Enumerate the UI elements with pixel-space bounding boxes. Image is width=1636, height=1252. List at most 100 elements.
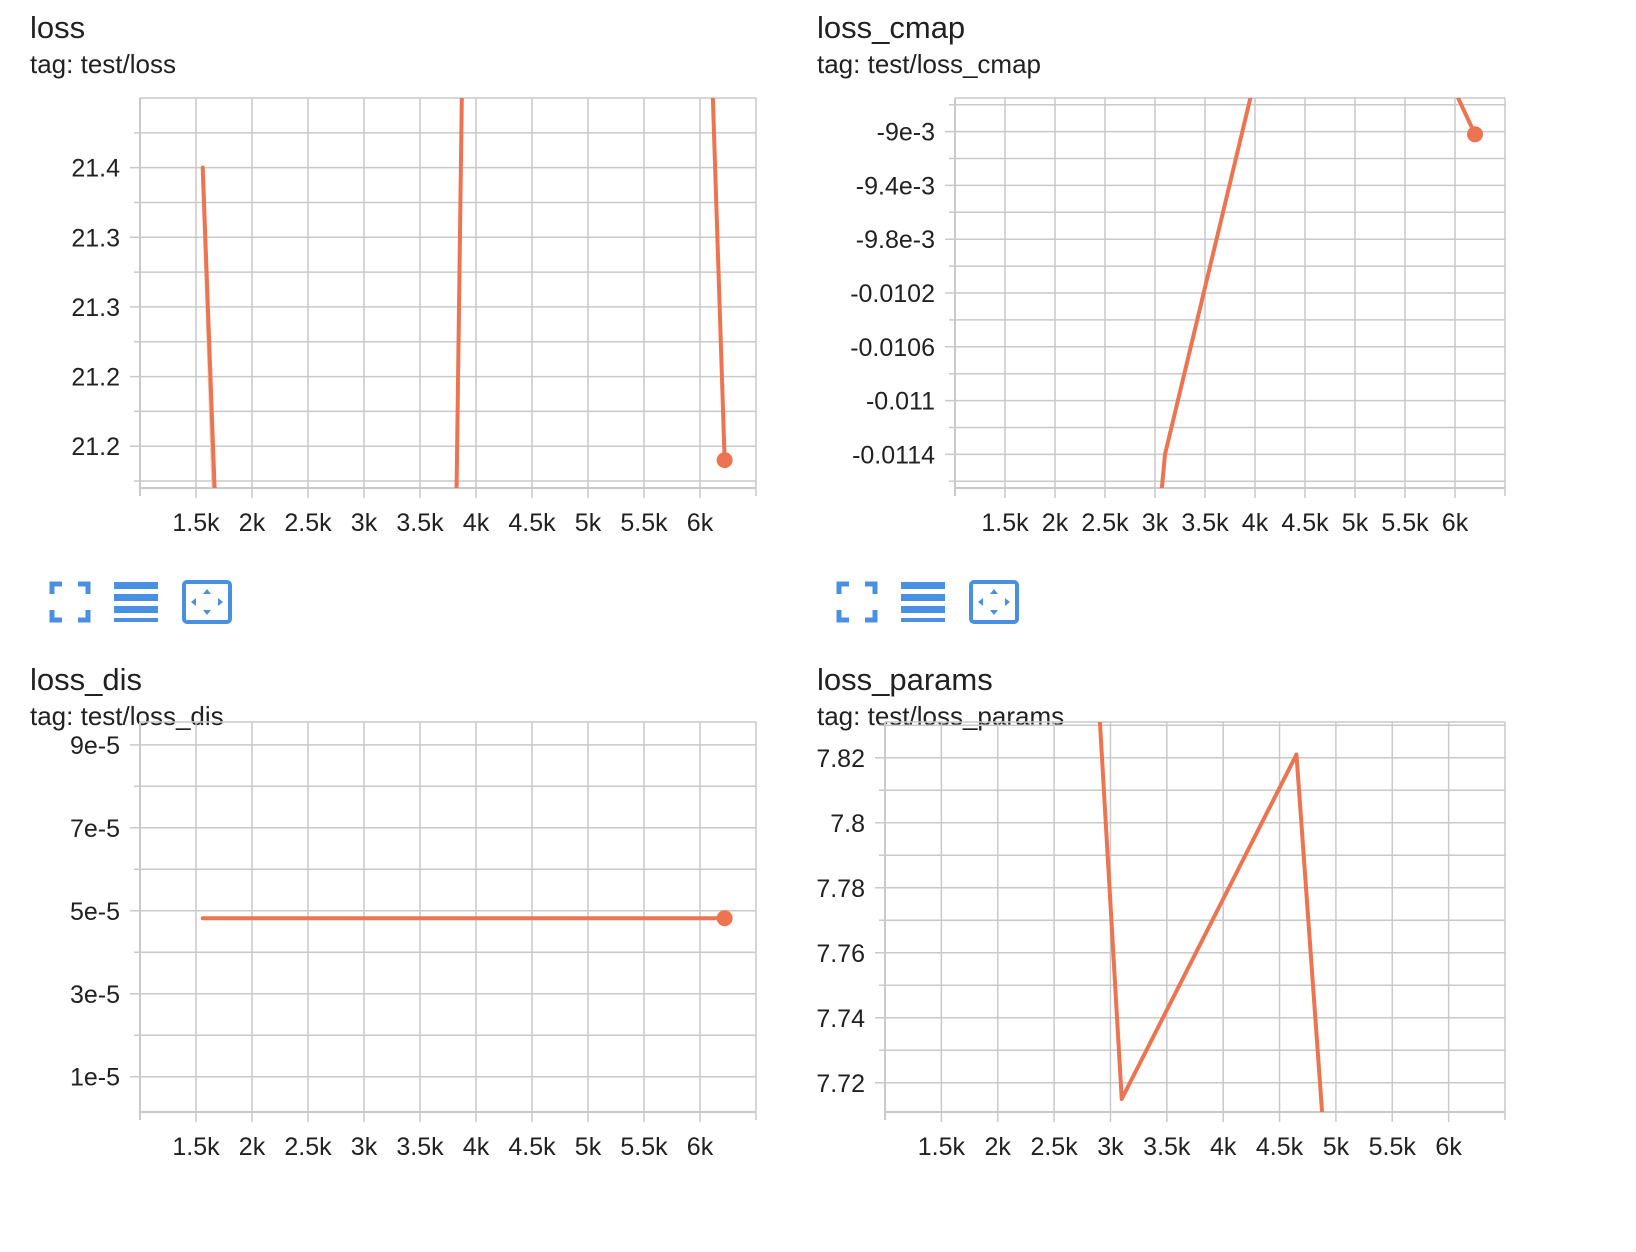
fullscreen-button[interactable] — [835, 580, 879, 624]
x-tick-label: 5k — [575, 509, 602, 537]
chart-card-loss-params: loss_params tag: test/loss_params 1.5k 2k… — [816, 652, 1607, 1252]
x-tick-label: 3k — [1097, 1133, 1124, 1161]
y-tick-label: -9.8e-3 — [856, 226, 935, 254]
y-tick-label: 21.3 — [71, 294, 120, 322]
x-tick-label: 3k — [351, 509, 378, 537]
y-tick-label: 3e-5 — [70, 981, 120, 1009]
last-point-marker — [716, 452, 733, 469]
card-title: loss_params — [817, 662, 993, 697]
x-tick-label: 5k — [1342, 509, 1369, 537]
x-tick-label: 2.5k — [284, 1133, 332, 1161]
y-tick-label: 21.2 — [71, 364, 120, 392]
x-tick-label: 1.5k — [172, 1133, 220, 1161]
fit-domain-icon — [182, 580, 232, 624]
plot-area — [200, 98, 727, 488]
card-title: loss_cmap — [817, 10, 966, 45]
y-tick-label: 7.78 — [816, 875, 865, 903]
series-line — [1159, 98, 1253, 488]
x-tick-label: 6k — [1442, 509, 1469, 537]
x-tick-label: 3.5k — [1181, 509, 1229, 537]
y-tick-label: -0.0114 — [852, 441, 935, 469]
fullscreen-icon — [49, 581, 91, 623]
series-line — [200, 165, 217, 488]
data-table-icon — [114, 582, 158, 622]
x-tick-label: 5k — [575, 1133, 602, 1161]
last-point-marker — [716, 910, 733, 927]
y-tick-label: 21.2 — [71, 433, 120, 461]
x-tick-label: 2.5k — [1081, 509, 1129, 537]
x-tick-label: 2k — [1042, 509, 1069, 537]
plot-area — [1159, 98, 1477, 488]
chart-loss: 1.5k 2k 2.5k 3k 3.5k 4k 4.5k 5k 5.5k 6k 21.2 21.2 21… — [71, 97, 757, 537]
data-table-button[interactable] — [114, 580, 158, 624]
x-tick-label: 4.5k — [508, 1133, 556, 1161]
series-line — [1097, 722, 1325, 1112]
card-tag: tag: test/loss_dis — [30, 701, 224, 731]
y-tick-label: 1e-5 — [70, 1064, 120, 1092]
x-tick-label: 3.5k — [1143, 1133, 1191, 1161]
fullscreen-button[interactable] — [48, 580, 92, 624]
x-tick-label: 4.5k — [1256, 1133, 1304, 1161]
y-tick-label: 7.8 — [830, 810, 865, 838]
chart-loss-params: 1.5k 2k 2.5k 3k 3.5k 4k 4.5k 5k 5.5k 6k 7.72 7.74 7.… — [816, 721, 1506, 1161]
x-tick-label: 3.5k — [396, 1133, 444, 1161]
card-tag: tag: test/loss_cmap — [817, 49, 1041, 79]
x-tick-label: 2k — [239, 1133, 266, 1161]
x-tick-label: 3k — [351, 1133, 378, 1161]
x-tick-label: 3k — [1142, 509, 1169, 537]
y-tick-label: 7.76 — [816, 940, 865, 968]
plot-area — [1097, 722, 1325, 1112]
x-tick-label: 1.5k — [981, 509, 1029, 537]
fullscreen-icon — [836, 581, 878, 623]
y-tick-label: 7e-5 — [70, 815, 120, 843]
card-title: loss_dis — [30, 662, 142, 697]
data-table-button[interactable] — [901, 580, 945, 624]
series-line — [454, 98, 464, 488]
y-tick-label: 7.74 — [816, 1005, 865, 1033]
x-tick-label: 4.5k — [1281, 509, 1329, 537]
x-tick-label: 6k — [687, 1133, 714, 1161]
x-tick-label: 2.5k — [1030, 1133, 1078, 1161]
y-tick-label: 5e-5 — [70, 898, 120, 926]
x-tick-label: 5.5k — [620, 1133, 668, 1161]
fit-domain-button[interactable] — [182, 580, 232, 624]
x-tick-label: 2k — [985, 1133, 1012, 1161]
x-tick-label: 4k — [1242, 509, 1269, 537]
x-tick-label: 4k — [463, 1133, 490, 1161]
x-tick-label: 1.5k — [918, 1133, 966, 1161]
chart-card-loss-dis: loss_dis tag: test/loss_dis 1.5k 2k 2.5k 3k… — [30, 652, 820, 1252]
y-tick-label: 7.72 — [816, 1070, 865, 1098]
x-tick-label: 6k — [1435, 1133, 1462, 1161]
y-tick-label: 7.82 — [816, 745, 865, 773]
y-tick-label: -0.011 — [866, 388, 935, 416]
fit-domain-icon — [969, 580, 1019, 624]
y-tick-label: -0.0102 — [850, 280, 935, 308]
x-tick-label: 2.5k — [284, 509, 332, 537]
y-tick-label: 21.4 — [71, 155, 120, 183]
y-tick-label: -0.0106 — [850, 334, 935, 362]
y-tick-label: -9.4e-3 — [856, 172, 935, 200]
x-tick-label: 2k — [239, 509, 266, 537]
chart-loss-cmap: 1.5k 2k 2.5k 3k 3.5k 4k 4.5k 5k 5.5k 6k -9e-3 -9.4e… — [850, 97, 1506, 537]
x-tick-label: 4k — [1210, 1133, 1237, 1161]
y-tick-label: 21.3 — [71, 224, 120, 252]
y-tick-label: 9e-5 — [70, 732, 120, 760]
x-tick-label: 5.5k — [1369, 1133, 1417, 1161]
x-tick-label: 1.5k — [172, 509, 220, 537]
x-tick-label: 4k — [463, 509, 490, 537]
chart-loss-dis: 1.5k 2k 2.5k 3k 3.5k 4k 4.5k 5k 5.5k 6k 1e-5 3e-5 5e… — [70, 721, 757, 1161]
x-tick-label: 5.5k — [1381, 509, 1429, 537]
x-tick-label: 6k — [687, 509, 714, 537]
x-tick-label: 5k — [1323, 1133, 1350, 1161]
fit-domain-button[interactable] — [969, 580, 1019, 624]
chart-card-loss: loss tag: test/loss 1.5k 2k 2.5k 3k 3.5k 4k 4.… — [30, 0, 820, 624]
data-table-icon — [901, 582, 945, 622]
series-line — [710, 98, 727, 463]
last-point-marker — [1467, 126, 1483, 143]
x-tick-label: 3.5k — [396, 509, 444, 537]
chart-card-loss-cmap: loss_cmap tag: test/loss_cmap 1.5k 2k 2.5k… — [817, 0, 1607, 624]
x-tick-label: 4.5k — [508, 509, 556, 537]
card-tag: tag: test/loss — [30, 49, 176, 79]
x-tick-label: 5.5k — [620, 509, 668, 537]
y-tick-label: -9e-3 — [877, 119, 935, 147]
